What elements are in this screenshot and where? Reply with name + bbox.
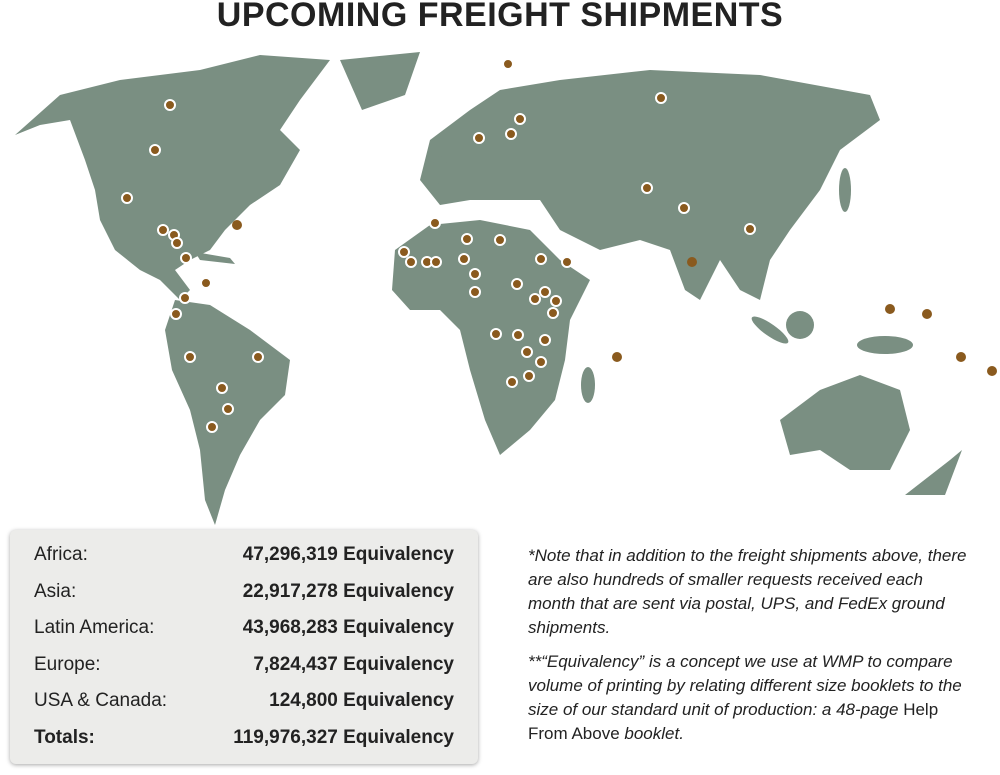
shipment-dot xyxy=(222,403,234,415)
shipment-dot xyxy=(511,278,523,290)
shipment-dot xyxy=(405,256,417,268)
amount: 7,824,437 Equivalency xyxy=(253,653,454,675)
shipment-dot xyxy=(494,234,506,246)
shipment-dot xyxy=(164,99,176,111)
note-text: Help From Above xyxy=(528,700,939,743)
region: Africa: xyxy=(34,544,88,565)
shipment-dot xyxy=(956,352,966,362)
shipment-dot xyxy=(506,376,518,388)
shipment-dot xyxy=(505,128,517,140)
shipment-dot xyxy=(987,366,997,376)
shipment-dot xyxy=(157,224,169,236)
shipment-dot xyxy=(398,246,410,258)
amount: 47,296,319 Equivalency xyxy=(242,544,454,565)
totals-table: Africa: 47,296,319 Equivalency Asia: 22,917… xyxy=(10,530,478,764)
shipment-dot xyxy=(170,308,182,320)
sumatra xyxy=(751,316,789,344)
north-america xyxy=(15,55,330,300)
shipment-dot xyxy=(252,351,264,363)
amount: 43,968,283 Equivalency xyxy=(242,617,454,639)
shipment-dot xyxy=(469,286,481,298)
borneo xyxy=(786,311,814,339)
region: Totals: xyxy=(34,727,95,748)
amount: 119,976,327 Equivalency xyxy=(233,727,454,748)
shipment-dot xyxy=(547,307,559,319)
new-guinea xyxy=(857,336,913,354)
shipment-dot xyxy=(550,295,562,307)
amount: 22,917,278 Equivalency xyxy=(242,580,454,602)
new-zealand xyxy=(905,450,962,495)
shipment-dot xyxy=(429,217,441,229)
shipment-dot xyxy=(469,268,481,280)
region: Latin America: xyxy=(34,617,155,639)
uk xyxy=(432,156,448,184)
shipment-dot xyxy=(922,309,932,319)
shipment-dot xyxy=(612,352,622,362)
africa xyxy=(392,220,590,455)
shipment-dot xyxy=(216,382,228,394)
shipment-dot xyxy=(641,182,653,194)
shipment-dot xyxy=(502,58,514,70)
caribbean xyxy=(195,252,235,264)
shipment-dot xyxy=(885,304,895,314)
notes: *Note that in addition to the freight sh… xyxy=(528,544,973,756)
shipment-dot xyxy=(180,252,192,264)
shipment-dot xyxy=(539,286,551,298)
shipment-dot xyxy=(171,237,183,249)
shipment-dot xyxy=(149,144,161,156)
region: Europe: xyxy=(34,653,101,675)
note-text: **“Equivalency” is a concept we use at W… xyxy=(528,652,962,719)
shipment-dot xyxy=(430,256,442,268)
table-row: Europe: 7,824,437 Equivalency xyxy=(34,654,454,676)
shipment-dot xyxy=(121,192,133,204)
shipment-dot xyxy=(232,220,242,230)
shipment-dot xyxy=(512,329,524,341)
shipment-dot xyxy=(687,257,697,267)
continents xyxy=(15,52,962,525)
shipment-dots xyxy=(121,58,997,433)
shipment-dot xyxy=(539,334,551,346)
australia xyxy=(780,375,910,470)
table-row: Asia: 22,917,278 Equivalency xyxy=(34,581,454,603)
title: UPCOMING FREIGHT SHIPMENTS xyxy=(216,0,784,34)
shipment-dot xyxy=(458,253,470,265)
shipment-dot xyxy=(179,292,191,304)
shipment-dot xyxy=(744,223,756,235)
world-map xyxy=(15,52,997,525)
shipment-dot xyxy=(561,256,573,268)
shipment-dot xyxy=(490,328,502,340)
shipment-dot xyxy=(461,233,473,245)
japan xyxy=(839,168,851,212)
table-row: Africa: 47,296,319 Equivalency xyxy=(34,544,454,566)
note: **“Equivalency” is a concept we use at W… xyxy=(528,650,973,746)
shipment-dot xyxy=(523,370,535,382)
shipment-dot xyxy=(473,132,485,144)
region: Asia: xyxy=(34,580,77,602)
shipment-dot xyxy=(184,351,196,363)
shipment-dot xyxy=(514,113,526,125)
madagascar xyxy=(581,367,595,403)
note-text: *Note that in addition to the freight sh… xyxy=(528,546,967,637)
greenland xyxy=(340,52,420,110)
amount: 124,800 Equivalency xyxy=(269,690,454,712)
shipment-dot xyxy=(655,92,667,104)
table-row: USA & Canada: 124,800 Equivalency xyxy=(34,690,454,712)
shipment-dot xyxy=(200,277,212,289)
table-row: Latin America: 43,968,283 Equivalency xyxy=(34,617,454,639)
table-row: Totals: 119,976,327 Equivalency xyxy=(34,727,454,749)
region: USA & Canada: xyxy=(34,690,168,712)
shipment-dot xyxy=(521,346,533,358)
shipment-dot xyxy=(206,421,218,433)
shipment-dot xyxy=(535,356,547,368)
shipment-dot xyxy=(529,293,541,305)
note-text: booklet. xyxy=(619,724,684,743)
shipment-dot xyxy=(535,253,547,265)
shipment-dot xyxy=(678,202,690,214)
note: *Note that in addition to the freight sh… xyxy=(528,544,973,640)
